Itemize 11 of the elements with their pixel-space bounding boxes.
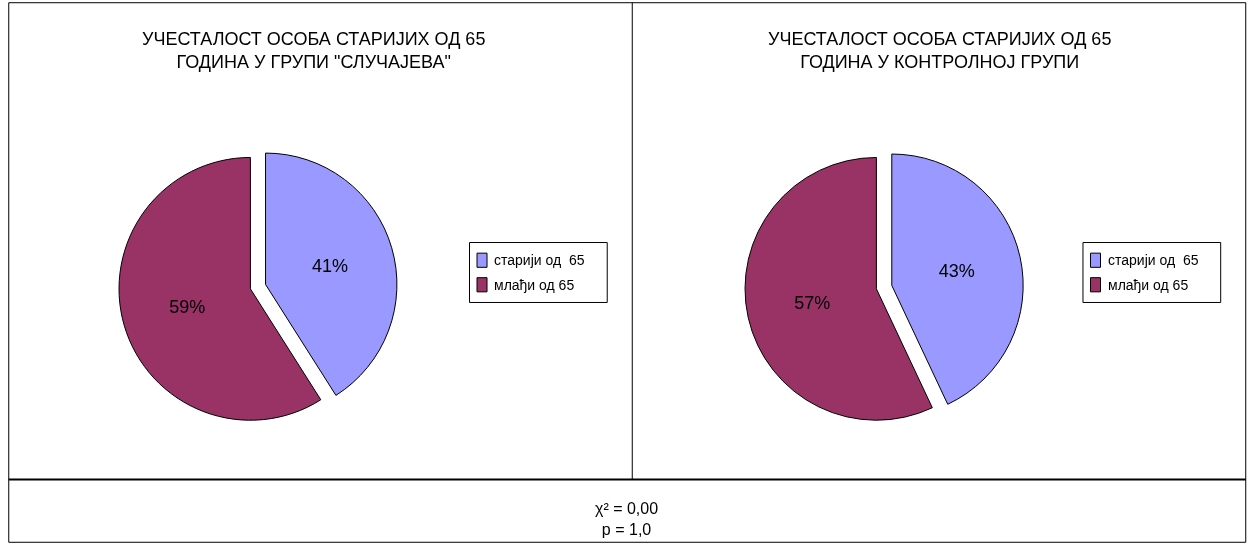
data-label: 43% [938, 260, 975, 281]
legend-label: млађи од 65 [494, 277, 575, 293]
chart-title: УЧЕСТАЛОСТ ОСОБА СТАРИЈИХ ОД 65 ГОДИНА У КОНТРОЛНОЈ ГРУПИ [768, 29, 1112, 73]
legend-label: старији од 65 [1108, 252, 1199, 268]
legend-label: млађи од 65 [1108, 277, 1189, 293]
text: χ² = 0,00 p = 1,0 [595, 500, 659, 538]
data-label: 59% [169, 297, 206, 318]
legend-label: старији од 65 [494, 252, 585, 268]
data-label: 57% [794, 293, 831, 314]
data-label: 41% [311, 255, 348, 276]
chart-title: УЧЕСТАЛОСТ ОСОБА СТАРИЈИХ ОД 65 ГОДИНА У ГРУПИ "СЛУЧАЈЕВА" [142, 29, 486, 73]
